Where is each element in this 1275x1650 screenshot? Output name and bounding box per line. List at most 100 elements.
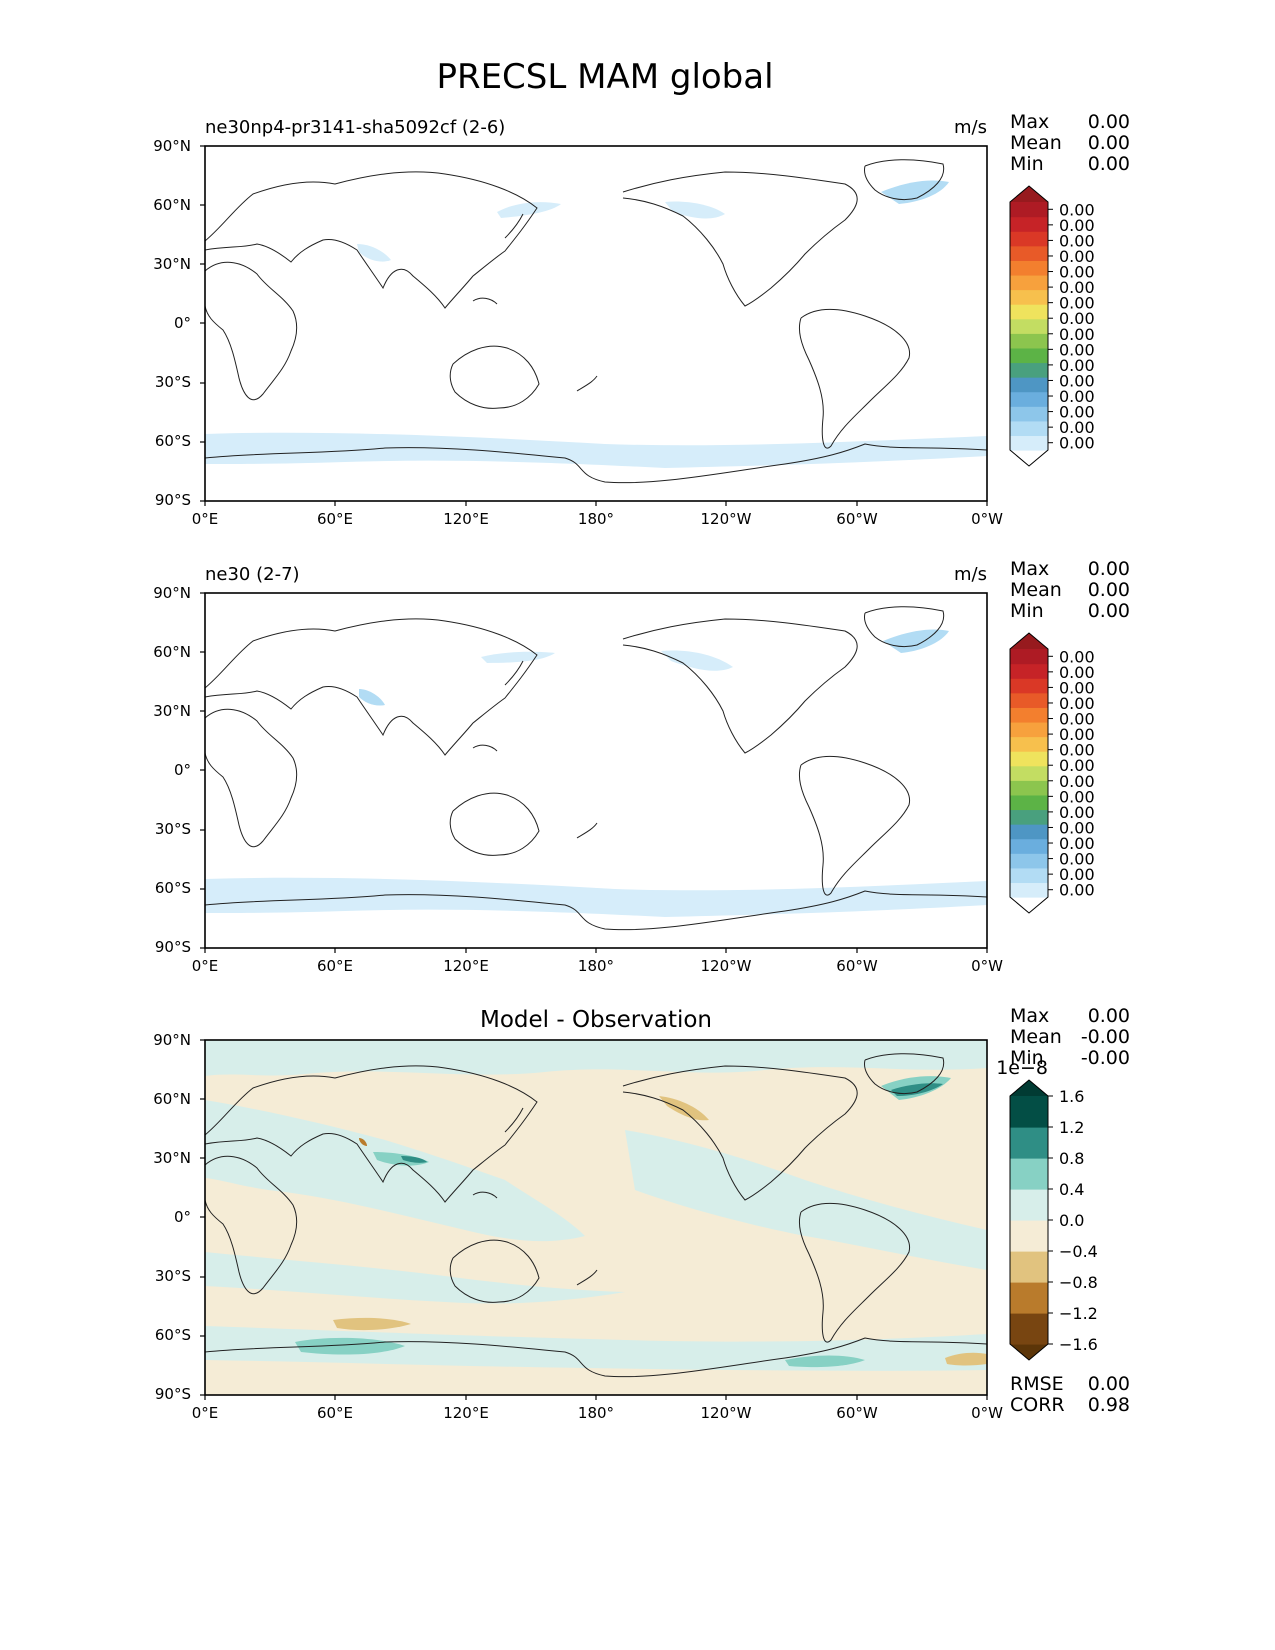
stat-label: Max: [1010, 111, 1049, 133]
diff-moderate-positive: [295, 1337, 405, 1355]
lat-tick: 30°N: [153, 702, 191, 720]
lat-tick: 0°: [174, 1208, 191, 1226]
panel-1-units: m/s: [954, 117, 987, 138]
snow-patch-alaska: [665, 201, 725, 219]
colorbar-segment: [1010, 216, 1048, 232]
panel-2-stats: Max 0.00 Mean 0.00 Min 0.00: [1010, 558, 1130, 622]
lat-tick: 30°S: [155, 820, 191, 838]
colorbar-segment: [1010, 347, 1048, 364]
colorbar-segment: [1010, 692, 1048, 708]
footer-value: 0.98: [1088, 1394, 1130, 1416]
snow-patch-greenland: [881, 180, 949, 204]
lat-tick: 30°N: [153, 255, 191, 273]
colorbar-segment: [1010, 765, 1048, 781]
lon-tick: 60°W: [836, 957, 878, 975]
colorbar-segment: [1010, 853, 1048, 869]
snow-patch-alaska: [661, 650, 733, 671]
panel-3: Model - Observation 90°N 60°N 30°N 0°: [153, 1007, 1003, 1422]
colorbar-extend-min: [1010, 897, 1048, 913]
diff-strong-negative: [359, 1138, 367, 1146]
colorbar-segment: [1010, 838, 1048, 854]
panel-3-ticks: 90°N 60°N 30°N 0° 30°S 60°S 90°S 0°E 60°…: [153, 1031, 1003, 1422]
colorbar-segment: [1010, 1189, 1048, 1221]
snow-band-southern-ocean: [205, 877, 987, 917]
colorbar-segment: [1010, 867, 1048, 884]
lat-tick: 60°N: [153, 643, 191, 661]
panel-2-units: m/s: [954, 564, 987, 585]
colorbar-segment: [1010, 231, 1048, 247]
lat-tick: 90°S: [155, 491, 191, 509]
lon-tick: 120°E: [443, 957, 489, 975]
colorbar-tick-label: −0.8: [1059, 1273, 1098, 1292]
lon-tick: 120°E: [443, 510, 489, 528]
colorbar-segment: [1010, 824, 1048, 840]
lat-tick: 90°S: [155, 938, 191, 956]
colorbar-tick-label: 0.00: [1059, 663, 1095, 682]
colorbar-segment: [1010, 391, 1048, 407]
lon-tick: 60°E: [317, 957, 353, 975]
lat-tick: 0°: [174, 314, 191, 332]
lon-tick: 180°: [578, 510, 614, 528]
panel-1-colorbar: 0.000.000.000.000.000.000.000.000.000.00…: [1009, 185, 1095, 467]
colorbar-tick-label: 0.00: [1059, 865, 1095, 884]
colorbar-segment: [1010, 260, 1048, 276]
diff-moderate-negative: [659, 1096, 709, 1121]
panel-1-field: [205, 146, 987, 501]
panel-1: ne30np4-pr3141-sha5092cf (2-6) m/s 90°N …: [153, 117, 1003, 528]
lat-tick: 60°S: [155, 432, 191, 450]
stat-label: Min: [1010, 1047, 1044, 1069]
colorbar-tick-label: 0.00: [1059, 356, 1095, 375]
stat-label: Max: [1010, 1005, 1049, 1027]
diff-moderate-negative: [945, 1352, 987, 1366]
colorbar-tick-label: 0.00: [1059, 340, 1095, 359]
colorbar-segment: [1010, 202, 1048, 218]
lon-tick: 120°E: [443, 1404, 489, 1422]
colorbar-tick-label: 0.00: [1059, 278, 1095, 297]
colorbar-segment: [1010, 780, 1048, 796]
colorbar-tick-label: 0.00: [1059, 247, 1095, 266]
footer-label: CORR: [1010, 1394, 1065, 1416]
colorbar-segment: [1010, 707, 1048, 723]
colorbar-tick-label: 0.00: [1059, 756, 1095, 775]
lon-tick: 0°W: [971, 957, 1003, 975]
panel-1-left-label: ne30np4-pr3141-sha5092cf (2-6): [205, 117, 505, 138]
panel-2-left-label: ne30 (2-7): [205, 564, 300, 585]
lat-tick: 90°N: [153, 137, 191, 155]
stat-label: Max: [1010, 558, 1049, 580]
stat-value: 0.00: [1088, 111, 1130, 133]
colorbar-segment: [1010, 333, 1048, 349]
lon-tick: 60°E: [317, 510, 353, 528]
snow-band-southern-ocean: [205, 432, 987, 468]
panel-3-colorbar: 1.6 1.2 0.8 0.4 0.0 −0.4 −0.8 −1.2 −1.6 1e−8: [996, 1057, 1098, 1361]
colorbar-tick-label: −1.6: [1059, 1335, 1098, 1354]
colorbar-tick-label: 0.00: [1059, 371, 1095, 390]
panel-3-title: Model - Observation: [480, 1007, 712, 1033]
diff-strong-positive: [401, 1156, 427, 1163]
lat-tick: 60°N: [153, 196, 191, 214]
lat-tick: 60°S: [155, 879, 191, 897]
stat-label: Mean: [1010, 132, 1062, 154]
panel-2-field: [205, 593, 987, 948]
lat-tick: 90°N: [153, 1031, 191, 1049]
stat-value: -0.00: [1081, 1047, 1130, 1069]
lat-tick: 30°S: [155, 373, 191, 391]
colorbar-tick-label: 0.00: [1059, 418, 1095, 437]
colorbar-extend-min: [1010, 450, 1048, 466]
panel-1-stats: Max 0.00 Mean 0.00 Min 0.00: [1010, 111, 1130, 175]
lon-tick: 0°E: [192, 957, 219, 975]
panel-3-footer-stats: RMSE 0.00 CORR 0.98: [1010, 1373, 1130, 1416]
colorbar-tick-label: 0.00: [1059, 850, 1095, 869]
colorbar-tick-label: 0.00: [1059, 403, 1095, 422]
stat-value: 0.00: [1088, 579, 1130, 601]
lon-tick: 120°W: [701, 510, 752, 528]
colorbar-extend-max: [1010, 186, 1048, 202]
colorbar-tick-label: 0.00: [1059, 725, 1095, 744]
lon-tick: 0°W: [971, 510, 1003, 528]
colorbar-segment: [1010, 809, 1048, 825]
colorbar-segment: [1010, 1127, 1048, 1159]
lon-tick: 180°: [578, 957, 614, 975]
lat-tick: 60°N: [153, 1090, 191, 1108]
panel-2-colorbar: 0.000.000.000.000.000.000.000.000.000.00…: [1009, 632, 1095, 914]
colorbar-exponent: 1e−8: [996, 1057, 1048, 1079]
